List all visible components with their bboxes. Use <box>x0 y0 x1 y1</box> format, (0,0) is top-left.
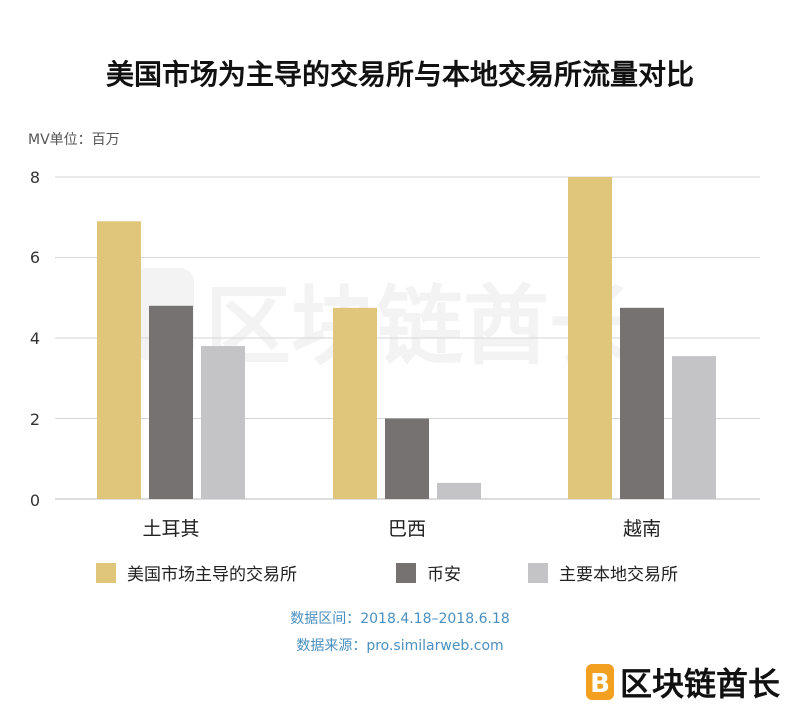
legend-swatch-local-exchanges <box>528 563 548 583</box>
logo-b-glyph: B <box>590 669 610 699</box>
legend-label-us-exchanges: 美国市场主导的交易所 <box>127 565 297 585</box>
legend-swatch-us-exchanges <box>96 563 116 583</box>
bar-vietnam-binance <box>620 307 664 499</box>
watermark: 区块链酋长 <box>132 268 635 377</box>
x-axis: 土耳其 巴西 越南 <box>142 518 661 540</box>
source-note: 数据来源：pro.similarweb.com <box>296 638 503 654</box>
y-tick-4: 4 <box>30 329 40 348</box>
date-range-note: 数据区间：2018.4.18–2018.6.18 <box>290 611 510 627</box>
logo: B 区块链酋长 <box>586 664 780 703</box>
bar-brazil-us-exchanges <box>333 307 377 499</box>
bar-turkey-local-exchanges <box>201 346 245 499</box>
bar-turkey-us-exchanges <box>97 221 141 499</box>
legend-label-binance: 币安 <box>427 565 461 585</box>
bar-vietnam-us-exchanges <box>568 177 612 499</box>
y-tick-0: 0 <box>30 491 40 510</box>
bar-turkey-binance <box>149 305 193 499</box>
legend-swatch-binance <box>396 563 416 583</box>
chart-title: 美国市场为主导的交易所与本地交易所流量对比 <box>106 58 694 91</box>
logo-text: 区块链酋长 <box>620 665 780 703</box>
y-tick-2: 2 <box>30 410 40 429</box>
legend-label-local-exchanges: 主要本地交易所 <box>559 565 678 585</box>
unit-label: MV单位：百万 <box>28 132 120 148</box>
legend: 美国市场主导的交易所 币安 主要本地交易所 <box>96 563 678 585</box>
y-tick-6: 6 <box>30 248 40 267</box>
logo-b-icon <box>586 664 614 700</box>
bar-brazil-binance <box>385 418 429 499</box>
y-axis: 0 2 4 6 8 <box>30 168 40 510</box>
category-label-brazil: 巴西 <box>388 518 426 540</box>
bar-vietnam-local-exchanges <box>672 356 716 499</box>
category-label-vietnam: 越南 <box>623 518 661 540</box>
watermark-text: 区块链酋长 <box>205 277 635 377</box>
y-tick-8: 8 <box>30 168 40 187</box>
category-label-turkey: 土耳其 <box>142 518 199 540</box>
bars <box>97 177 716 499</box>
bar-brazil-local-exchanges <box>437 482 481 499</box>
